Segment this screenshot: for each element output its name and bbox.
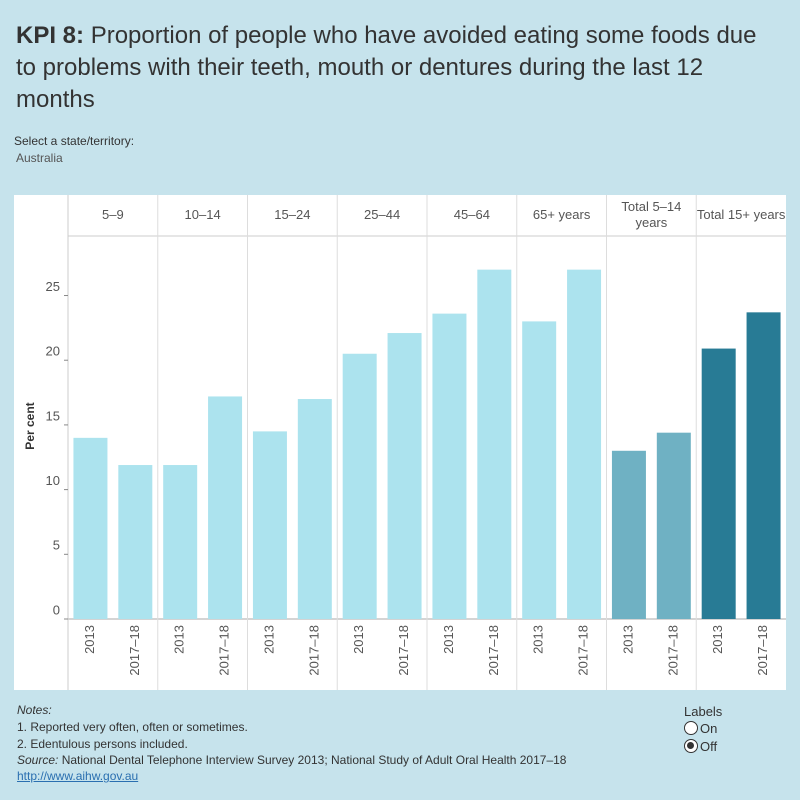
category-label: Total 5–14 years [621,199,682,230]
bar [611,450,646,619]
header-cell: 15–24 [274,207,311,222]
bar [387,333,422,619]
category-label: 10–14 [184,207,221,222]
title-text: Proportion of people who have avoided ea… [16,22,757,113]
radio-button[interactable] [684,739,698,753]
y-tick-label: 5 [53,538,60,553]
labels-title: Labels [684,704,723,719]
bar [73,437,108,619]
source-label: Source: [17,753,59,767]
y-tick-label: 0 [53,602,60,617]
category-label: 5–9 [102,207,124,222]
x-tick-label: 2017–18 [755,625,770,676]
x-tick-label: 2013 [710,625,725,654]
category-label: Total 15+ years [696,207,786,222]
radio-option[interactable]: Off [684,737,722,755]
header-cell: Total 15+ years [696,207,786,222]
note: 1. Reported very often, often or sometim… [17,720,248,734]
filter-label: Select a state/territory: [14,134,135,148]
title-lead: KPI 8: [16,22,85,49]
bar [163,465,198,619]
bar [252,431,287,619]
x-tick-label: 2017–18 [576,625,591,676]
note: 2. Edentulous persons included. [17,737,188,751]
notes-heading: Notes: [17,703,52,717]
bar [656,432,691,619]
bar [701,348,736,619]
category-label: 45–64 [453,207,490,222]
filter-value[interactable]: Australia [16,151,63,165]
x-tick-label: 2013 [531,625,546,654]
radio-label[interactable]: Off [700,738,718,754]
x-tick-label: 2017–18 [306,625,321,676]
bar [746,312,781,619]
category-label: 25–44 [364,207,401,222]
header-cell: 65+ years [532,207,591,222]
x-tick-label: 2013 [172,625,187,654]
radio-label[interactable]: On [700,720,718,736]
y-tick-label: 10 [46,473,60,488]
header-cell: 45–64 [453,207,490,222]
header-cell: 25–44 [364,207,401,222]
link[interactable]: http://www.aihw.gov.au [17,769,139,783]
x-tick-label: 2017–18 [217,625,232,676]
y-tick-label: 20 [46,344,60,359]
y-tick-label: 25 [46,279,60,294]
x-tick-label: 2017–18 [396,625,411,676]
bar [297,399,332,619]
radio-option[interactable]: On [684,719,722,737]
y-axis-label: Per cent [23,402,37,449]
bar [522,321,557,619]
category-label: 65+ years [532,207,591,222]
source: National Dental Telephone Interview Surv… [61,753,567,767]
bar [477,269,512,619]
header-cell: Total 5–14 years [621,199,682,230]
title: KPI 8: Proportion of people who have avo… [16,20,776,116]
header-cell: 10–14 [184,207,221,222]
y-tick-label: 15 [46,408,60,423]
x-tick-label: 2013 [261,625,276,654]
x-tick-label: 2013 [351,625,366,654]
bar [432,313,467,619]
x-tick-label: 2013 [620,625,635,654]
header-cell: 5–9 [102,207,124,222]
bar [567,269,602,619]
category-label: 15–24 [274,207,311,222]
radio-button[interactable] [684,721,698,735]
x-tick-label: 2013 [441,625,456,654]
x-tick-label: 2017–18 [665,625,680,676]
bar [342,353,377,619]
bar [118,465,153,619]
x-tick-label: 2017–18 [486,625,501,676]
bar [208,396,243,619]
x-tick-label: 2017–18 [127,625,142,676]
labels-control: Labels On Off [684,704,722,755]
x-tick-label: 2013 [82,625,97,654]
